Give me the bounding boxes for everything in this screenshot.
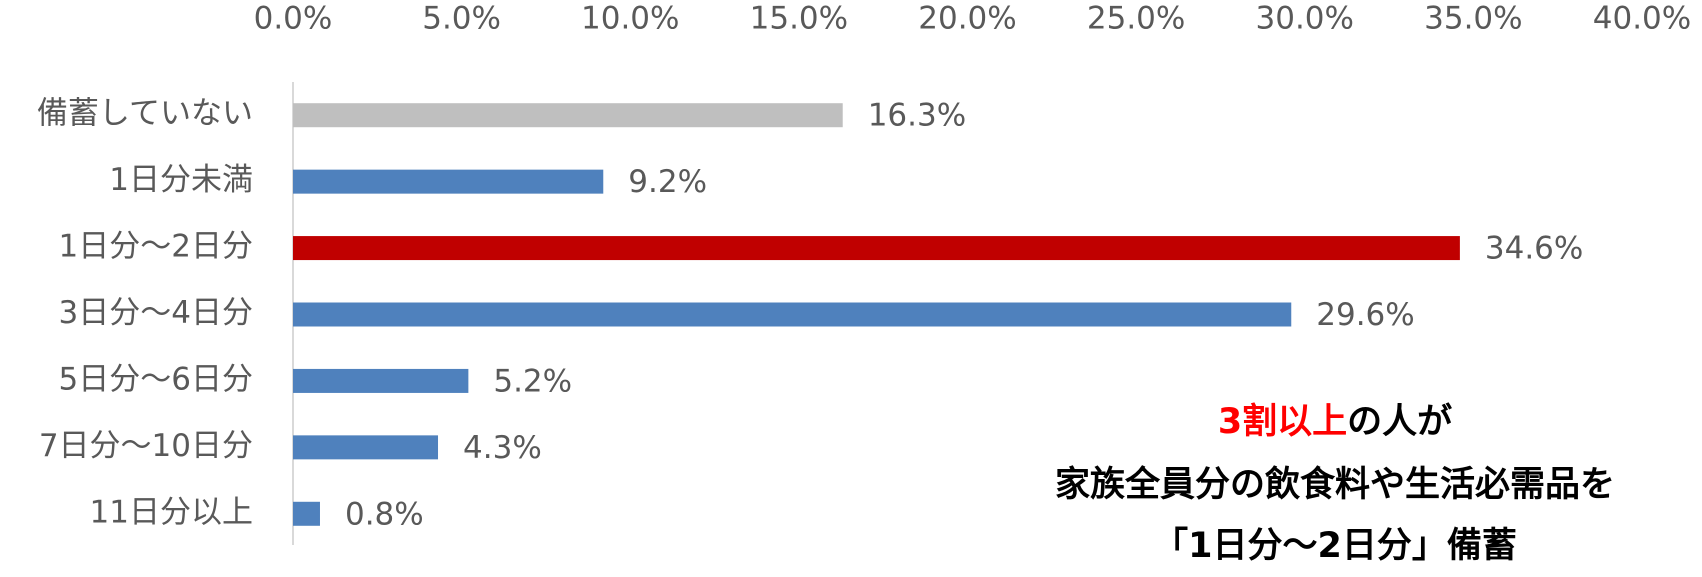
value-label: 0.8%: [345, 496, 424, 532]
value-label: 5.2%: [493, 363, 572, 399]
annotation-part: の人が: [1347, 402, 1452, 442]
x-tick-label: 35.0%: [1424, 1, 1522, 37]
y-tick-label: 5日分～6日分: [59, 361, 253, 397]
annotation: 家族全員分の飲食料や生活必需品を: [1055, 464, 1615, 505]
y-tick-label: 3日分～4日分: [59, 295, 253, 331]
bar: [293, 435, 439, 460]
annotation: 3割以上の人が: [1218, 402, 1452, 442]
x-tick-label: 0.0%: [254, 1, 333, 37]
bar: [293, 169, 604, 194]
annotation-part: 家族全員分の飲食料や生活必需品を: [1055, 464, 1615, 505]
x-tick-label: 15.0%: [750, 1, 848, 37]
x-tick-label: 20.0%: [918, 1, 1016, 37]
y-tick-label: 11日分以上: [90, 494, 253, 530]
annotation-part: 「1日分～2日分」備蓄: [1153, 526, 1517, 566]
bar: [293, 501, 320, 526]
bar: [293, 103, 843, 128]
x-tick-label: 25.0%: [1087, 1, 1185, 37]
y-tick-label: 1日分～2日分: [59, 229, 253, 265]
bar: [293, 236, 1460, 261]
y-tick-label: 7日分～10日分: [39, 428, 253, 464]
x-tick-label: 10.0%: [581, 1, 679, 37]
bar: [293, 368, 469, 393]
y-tick-label: 備蓄していない: [37, 96, 253, 132]
y-tick-label: 1日分未満: [109, 162, 253, 198]
annotation-part: 3割以上: [1218, 402, 1347, 442]
x-tick-label: 5.0%: [422, 1, 501, 37]
value-label: 16.3%: [868, 98, 966, 134]
value-label: 29.6%: [1316, 297, 1414, 333]
x-tick-label: 30.0%: [1256, 1, 1354, 37]
x-tick-label: 40.0%: [1593, 1, 1691, 37]
value-label: 34.6%: [1485, 231, 1583, 267]
bar: [293, 302, 1292, 327]
value-label: 9.2%: [628, 164, 707, 200]
annotation: 「1日分～2日分」備蓄: [1153, 526, 1517, 566]
value-label: 4.3%: [463, 430, 542, 466]
